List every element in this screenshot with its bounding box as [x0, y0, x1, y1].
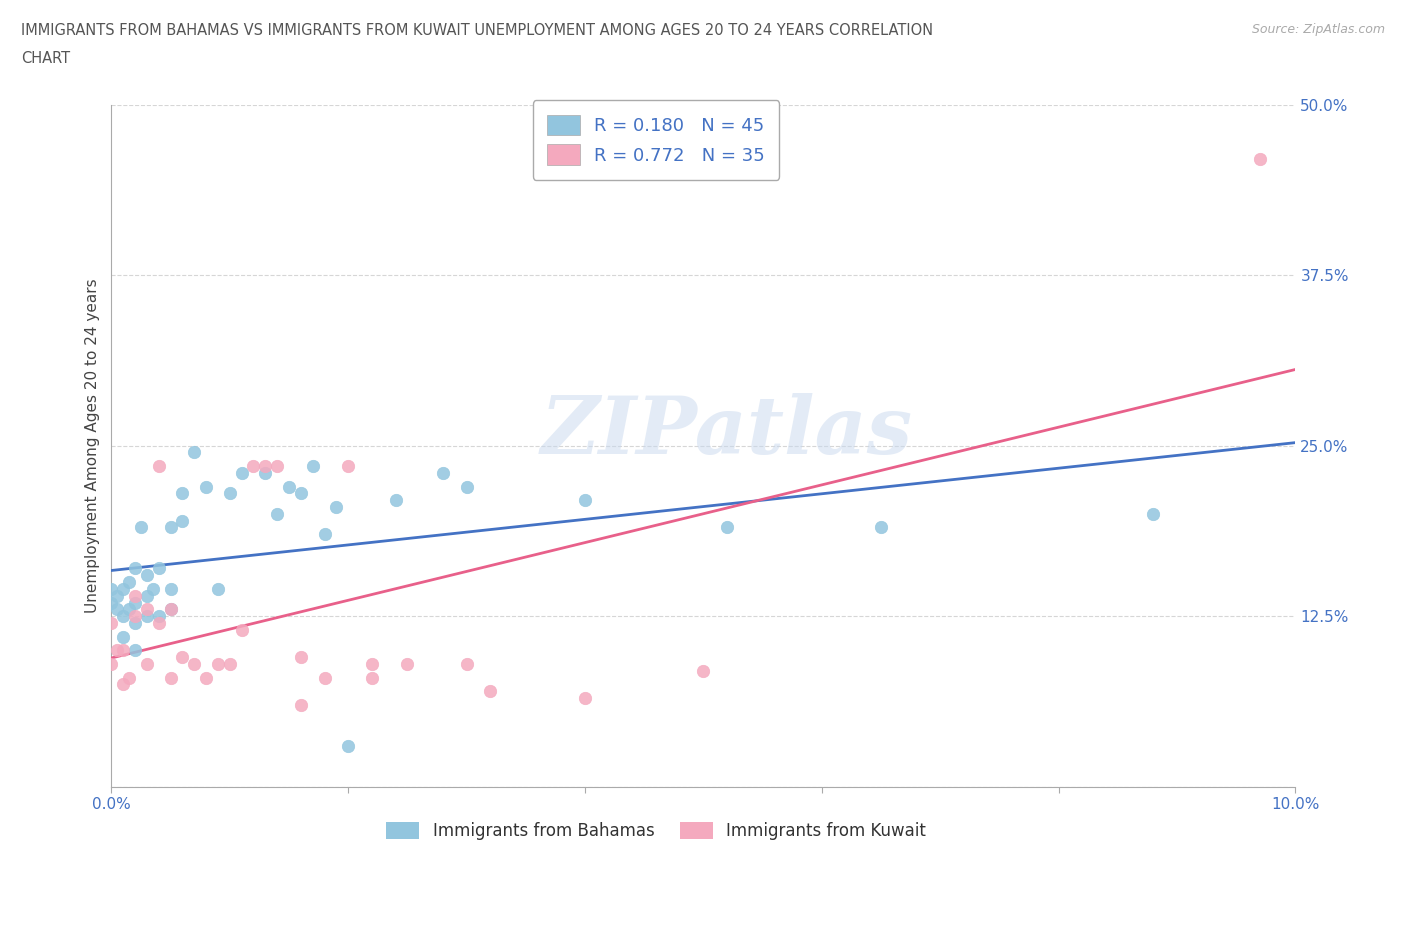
- Point: [172, 513, 194, 528]
- Point: [266, 458, 288, 473]
- Point: [148, 458, 170, 473]
- Point: [361, 657, 384, 671]
- Point: [361, 671, 384, 685]
- Point: [207, 581, 229, 596]
- Point: [148, 609, 170, 624]
- Point: [105, 589, 128, 604]
- Point: [337, 458, 360, 473]
- Point: [136, 657, 159, 671]
- Point: [112, 609, 135, 624]
- Point: [574, 493, 596, 508]
- Point: [432, 466, 454, 481]
- Point: [105, 643, 128, 658]
- Point: [870, 520, 893, 535]
- Point: [172, 650, 194, 665]
- Point: [129, 520, 152, 535]
- Point: [574, 691, 596, 706]
- Point: [100, 657, 122, 671]
- Point: [314, 671, 336, 685]
- Point: [124, 561, 146, 576]
- Point: [112, 630, 135, 644]
- Point: [112, 643, 135, 658]
- Point: [136, 568, 159, 583]
- Point: [266, 507, 288, 522]
- Point: [159, 602, 181, 617]
- Point: [231, 466, 253, 481]
- Point: [290, 486, 312, 501]
- Point: [218, 657, 240, 671]
- Point: [218, 486, 240, 501]
- Point: [136, 589, 159, 604]
- Point: [290, 650, 312, 665]
- Point: [148, 616, 170, 631]
- Point: [159, 671, 181, 685]
- Point: [172, 486, 194, 501]
- Point: [100, 581, 122, 596]
- Point: [207, 657, 229, 671]
- Text: Source: ZipAtlas.com: Source: ZipAtlas.com: [1251, 23, 1385, 36]
- Legend: Immigrants from Bahamas, Immigrants from Kuwait: Immigrants from Bahamas, Immigrants from…: [380, 815, 932, 846]
- Point: [384, 493, 406, 508]
- Point: [183, 657, 205, 671]
- Point: [118, 575, 141, 590]
- Point: [231, 622, 253, 637]
- Point: [124, 616, 146, 631]
- Point: [479, 684, 502, 698]
- Point: [100, 595, 122, 610]
- Point: [105, 602, 128, 617]
- Point: [195, 671, 218, 685]
- Point: [112, 581, 135, 596]
- Point: [337, 738, 360, 753]
- Point: [183, 445, 205, 460]
- Point: [301, 458, 323, 473]
- Point: [124, 643, 146, 658]
- Point: [159, 520, 181, 535]
- Text: ZIPatlas: ZIPatlas: [541, 393, 912, 471]
- Point: [148, 561, 170, 576]
- Point: [142, 581, 165, 596]
- Point: [136, 609, 159, 624]
- Point: [118, 671, 141, 685]
- Text: IMMIGRANTS FROM BAHAMAS VS IMMIGRANTS FROM KUWAIT UNEMPLOYMENT AMONG AGES 20 TO : IMMIGRANTS FROM BAHAMAS VS IMMIGRANTS FR…: [21, 23, 934, 38]
- Point: [1142, 507, 1164, 522]
- Point: [136, 602, 159, 617]
- Point: [112, 677, 135, 692]
- Point: [716, 520, 738, 535]
- Point: [325, 499, 347, 514]
- Point: [314, 527, 336, 542]
- Point: [692, 663, 714, 678]
- Point: [1249, 152, 1271, 166]
- Point: [124, 595, 146, 610]
- Text: CHART: CHART: [21, 51, 70, 66]
- Y-axis label: Unemployment Among Ages 20 to 24 years: Unemployment Among Ages 20 to 24 years: [86, 278, 100, 613]
- Point: [124, 589, 146, 604]
- Point: [254, 458, 277, 473]
- Point: [396, 657, 419, 671]
- Point: [242, 458, 264, 473]
- Point: [124, 609, 146, 624]
- Point: [254, 466, 277, 481]
- Point: [456, 657, 478, 671]
- Point: [159, 581, 181, 596]
- Point: [290, 698, 312, 712]
- Point: [195, 479, 218, 494]
- Point: [456, 479, 478, 494]
- Point: [118, 602, 141, 617]
- Point: [278, 479, 301, 494]
- Point: [159, 602, 181, 617]
- Point: [100, 616, 122, 631]
